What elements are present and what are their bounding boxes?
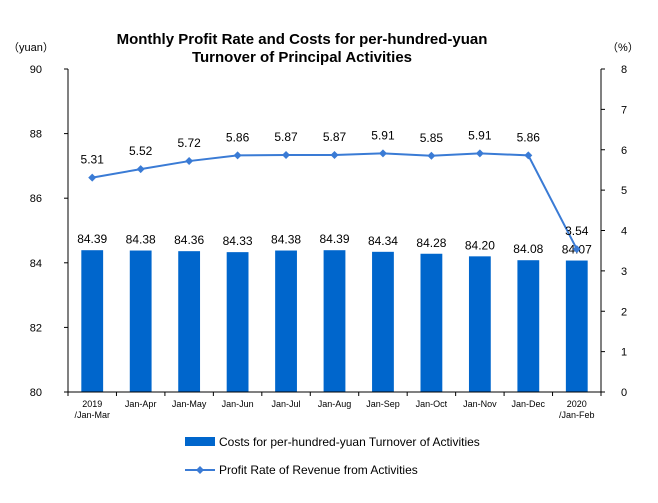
- bar: [565, 260, 588, 392]
- bar-value-label: 84.36: [174, 233, 204, 247]
- bar: [178, 251, 201, 392]
- right-tick-label: 3: [621, 266, 627, 278]
- line-value-label: 5.72: [177, 136, 201, 150]
- line-point-marker: [282, 150, 291, 159]
- line-point-marker: [330, 150, 339, 159]
- legend: Costs for per-hundred-yuan Turnover of A…: [185, 435, 480, 477]
- x-tick-label: Jan-Jun: [222, 399, 254, 409]
- line-value-label: 3.54: [565, 224, 589, 238]
- bar: [275, 250, 297, 392]
- line-value-label: 5.87: [323, 130, 347, 144]
- line-value-label: 5.52: [129, 144, 153, 158]
- bar: [517, 260, 540, 392]
- right-tick-label: 7: [621, 104, 627, 116]
- bar-value-label: 84.08: [513, 242, 543, 256]
- line-point-marker: [572, 245, 581, 254]
- right-axis-ticks: 0 1 2 3 4 5 6 7 8: [601, 64, 627, 399]
- x-tick-label: Jan-Oct: [416, 399, 448, 409]
- bar-series: [81, 250, 588, 392]
- x-tick-label: Jan-Nov: [463, 399, 497, 409]
- line-series: [88, 149, 581, 254]
- x-tick-label: Jan-Sep: [366, 399, 400, 409]
- line-value-label: 5.91: [468, 128, 492, 142]
- line-point-marker: [88, 173, 97, 182]
- right-axis-unit: （%）: [607, 41, 639, 54]
- bar-value-label: 84.34: [368, 234, 398, 248]
- bar-value-label: 84.39: [77, 232, 107, 246]
- bar: [81, 250, 104, 392]
- bar: [226, 252, 249, 392]
- bar: [372, 251, 394, 392]
- right-tick-label: 5: [621, 185, 627, 197]
- legend-bar-label: Costs for per-hundred-yuan Turnover of A…: [219, 435, 480, 449]
- bar-value-label: 84.39: [319, 232, 349, 246]
- right-tick-label: 2: [621, 306, 627, 318]
- line-value-label: 5.86: [226, 130, 250, 144]
- line-point-marker: [136, 165, 145, 174]
- x-tick-label: Jan-May: [172, 399, 207, 409]
- line-point-marker: [475, 149, 484, 158]
- axes: [67, 69, 602, 396]
- x-tick-label: 2019: [82, 399, 102, 409]
- x-tick-label: Jan-Jul: [272, 399, 301, 409]
- left-tick-label: 90: [30, 64, 42, 76]
- x-tick-label: Jan-Apr: [125, 399, 157, 409]
- right-tick-label: 1: [621, 347, 627, 359]
- bar-value-label: 84.38: [126, 233, 156, 247]
- line-value-label: 5.86: [517, 130, 541, 144]
- line-value-label: 5.91: [371, 128, 395, 142]
- x-tick-label: /Jan-Mar: [74, 410, 110, 420]
- x-tick-label: Jan-Aug: [318, 399, 352, 409]
- right-tick-label: 8: [621, 64, 627, 76]
- bar: [129, 250, 152, 392]
- chart-title-line-1: Monthly Profit Rate and Costs for per-hu…: [117, 31, 488, 48]
- left-tick-label: 82: [30, 322, 42, 334]
- x-axis-ticks: 2019/Jan-Mar Jan-Apr Jan-May Jan-Jun Jan-Jul…: [74, 399, 594, 420]
- line-value-label: 5.85: [420, 131, 444, 145]
- bar-value-label: 84.38: [271, 233, 301, 247]
- bar-value-label: 84.28: [416, 236, 446, 250]
- line-point-marker: [378, 149, 387, 158]
- bar-value-label: 84.33: [223, 234, 253, 248]
- left-axis-ticks: 80 82 84 86 88 90: [30, 64, 68, 399]
- line-point-marker: [524, 151, 533, 160]
- right-tick-label: 0: [621, 387, 627, 399]
- legend-bar-swatch: [185, 437, 215, 446]
- chart-title-line-2: Turnover of Principal Activities: [192, 49, 412, 66]
- line-value-label: 5.31: [81, 153, 105, 167]
- x-tick-label: Jan-Dec: [512, 399, 546, 409]
- left-axis-unit: （yuan）: [8, 41, 54, 54]
- right-tick-label: 6: [621, 145, 627, 157]
- bar: [420, 253, 443, 392]
- left-tick-label: 80: [30, 387, 42, 399]
- line-point-marker: [185, 157, 194, 166]
- line-value-label: 5.87: [274, 130, 298, 144]
- bar: [323, 250, 346, 392]
- left-tick-label: 88: [30, 129, 42, 141]
- bar: [468, 256, 491, 392]
- legend-line-marker: [196, 466, 204, 474]
- line-point-marker: [427, 151, 436, 160]
- legend-line-label: Profit Rate of Revenue from Activities: [219, 463, 418, 477]
- left-tick-label: 86: [30, 193, 42, 205]
- line-data-labels: 5.31 5.52 5.72 5.86 5.87 5.87 5.91 5.85 5.91 5.86…: [81, 128, 589, 238]
- bar-data-labels: 84.39 84.38 84.36 84.33 84.38 84.39 84.34 84.28…: [77, 232, 592, 256]
- left-tick-label: 84: [30, 258, 42, 270]
- right-tick-label: 4: [621, 226, 627, 238]
- bar-value-label: 84.20: [465, 238, 495, 252]
- x-tick-label: /Jan-Feb: [559, 410, 595, 420]
- line-point-marker: [233, 151, 242, 160]
- x-tick-label: 2020: [567, 399, 587, 409]
